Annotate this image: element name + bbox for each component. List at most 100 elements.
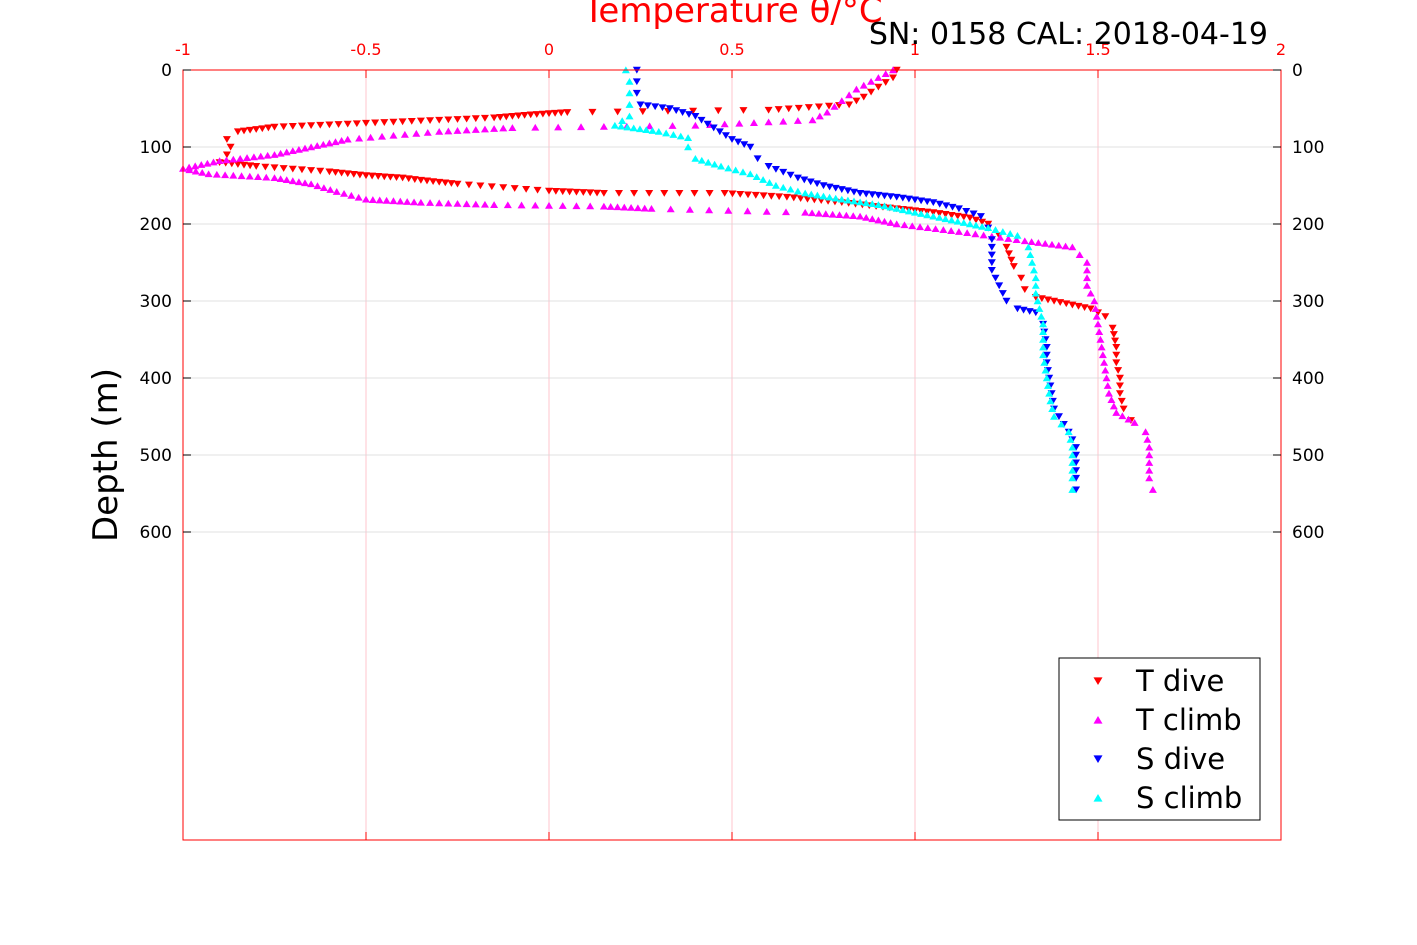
data-point [764,163,773,170]
data-point [1029,266,1038,274]
data-point [441,179,450,187]
data-point [1072,451,1081,459]
data-point [551,187,560,195]
data-point [1039,320,1048,328]
data-point [1145,474,1154,482]
data-point [835,211,844,219]
data-point [976,213,985,220]
data-point [453,116,462,123]
data-point [212,170,221,178]
data-point [215,157,224,165]
data-point [252,126,261,133]
data-point [1061,242,1070,250]
data-point [453,127,462,134]
data-point [850,188,858,196]
data-point [751,191,760,199]
data-point [1114,367,1123,374]
data-point [935,200,944,208]
data-point [332,188,341,195]
data-point [786,185,795,193]
data-point [617,122,626,130]
data-point [462,126,471,134]
data-point [643,102,652,110]
data-point [916,223,925,231]
data-point [1007,256,1016,264]
data-point [837,186,846,193]
data-point [668,122,677,129]
data-point [209,158,218,166]
data-point [279,123,288,131]
data-point [354,193,363,201]
data-point [262,173,271,181]
data-point [1094,320,1102,328]
data-point [821,210,830,218]
data-point [1115,390,1124,397]
data-point [987,236,996,243]
data-point [229,171,238,179]
data-point [502,113,511,121]
x-tick-label: -1 [175,40,191,59]
x-tick-label: 1.5 [1085,40,1110,59]
data-point [935,213,944,221]
data-point [929,209,938,217]
data-point [923,211,932,219]
data-point [991,274,1000,282]
data-point [1101,313,1110,320]
data-point [947,216,956,224]
data-point [1109,402,1118,410]
data-point [403,198,412,205]
data-point [1117,397,1126,405]
data-point [362,172,370,180]
y-tick-label-left: 600 [140,523,172,543]
data-point [862,213,871,221]
data-point [319,140,328,148]
data-point [1041,366,1050,374]
data-point [813,180,822,188]
data-point [558,202,567,209]
data-point [953,212,962,220]
data-point [246,126,255,134]
data-point [444,127,453,135]
data-point [254,173,263,181]
data-point [599,122,608,130]
data-point [1097,343,1106,351]
data-point [565,188,574,196]
data-point [620,203,629,211]
data-point [1068,301,1077,309]
data-point [410,198,419,206]
data-point [261,163,270,171]
data-point [1112,409,1121,416]
data-point [1115,374,1124,382]
data-point [868,200,877,208]
data-point [490,201,499,208]
data-point [625,77,634,85]
data-point [270,164,279,172]
y-tick-label-left: 300 [140,292,172,312]
data-point [471,200,480,208]
data-point [270,151,279,158]
data-point [1039,328,1048,335]
data-point [728,136,736,143]
data-point [900,221,909,229]
data-point [917,197,926,205]
data-point [476,182,485,190]
data-point [704,158,713,166]
data-point [1104,389,1113,397]
data-point [301,179,309,187]
data-point [800,176,809,184]
data-point [744,191,753,199]
data-point [995,282,1004,290]
data-point [520,111,529,119]
data-point [1043,296,1052,304]
legend: T dive T climb S dive S climb [1058,657,1261,821]
data-point [531,123,540,131]
data-point [1101,366,1110,374]
data-point [998,290,1007,297]
data-point [743,207,752,215]
data-point [1050,297,1059,305]
data-point [386,173,395,181]
data-point [307,180,316,188]
y-tick-label-right: 400 [1292,369,1324,389]
x-tick-label: 0 [544,40,554,59]
data-point [499,184,508,192]
